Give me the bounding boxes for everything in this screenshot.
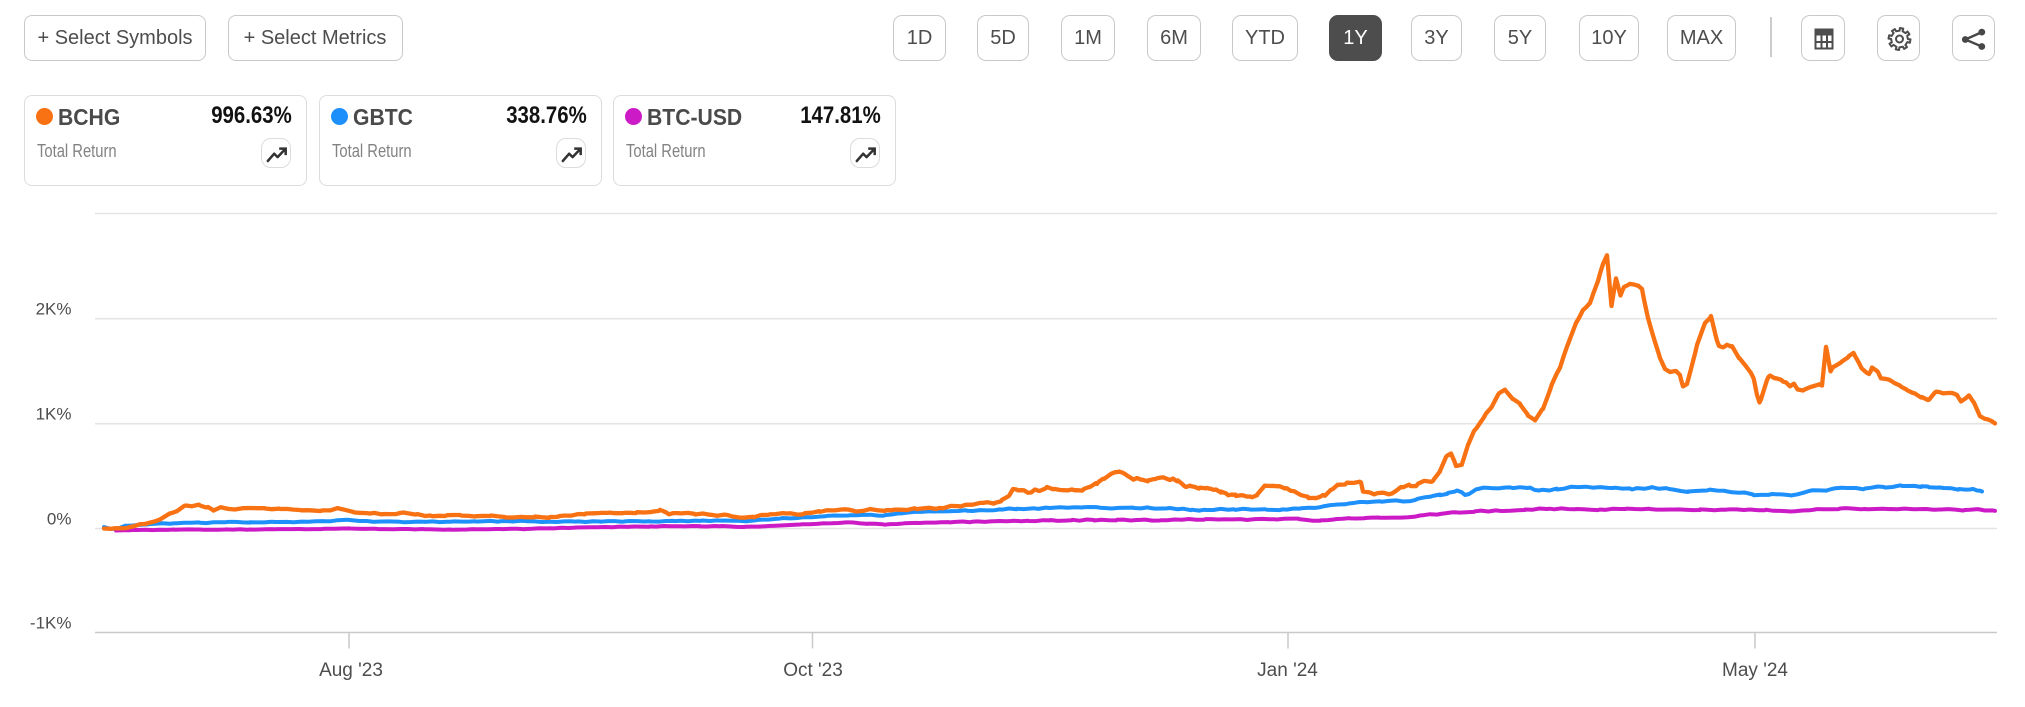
svg-text:-1K%: -1K% [30,613,72,632]
svg-text:1K%: 1K% [36,405,72,424]
svg-text:Jan '24: Jan '24 [1257,660,1318,681]
svg-text:Oct '23: Oct '23 [783,660,843,681]
svg-text:2K%: 2K% [36,300,72,319]
svg-text:Aug '23: Aug '23 [319,660,383,681]
svg-text:0%: 0% [47,509,72,528]
svg-text:May '24: May '24 [1722,660,1788,681]
